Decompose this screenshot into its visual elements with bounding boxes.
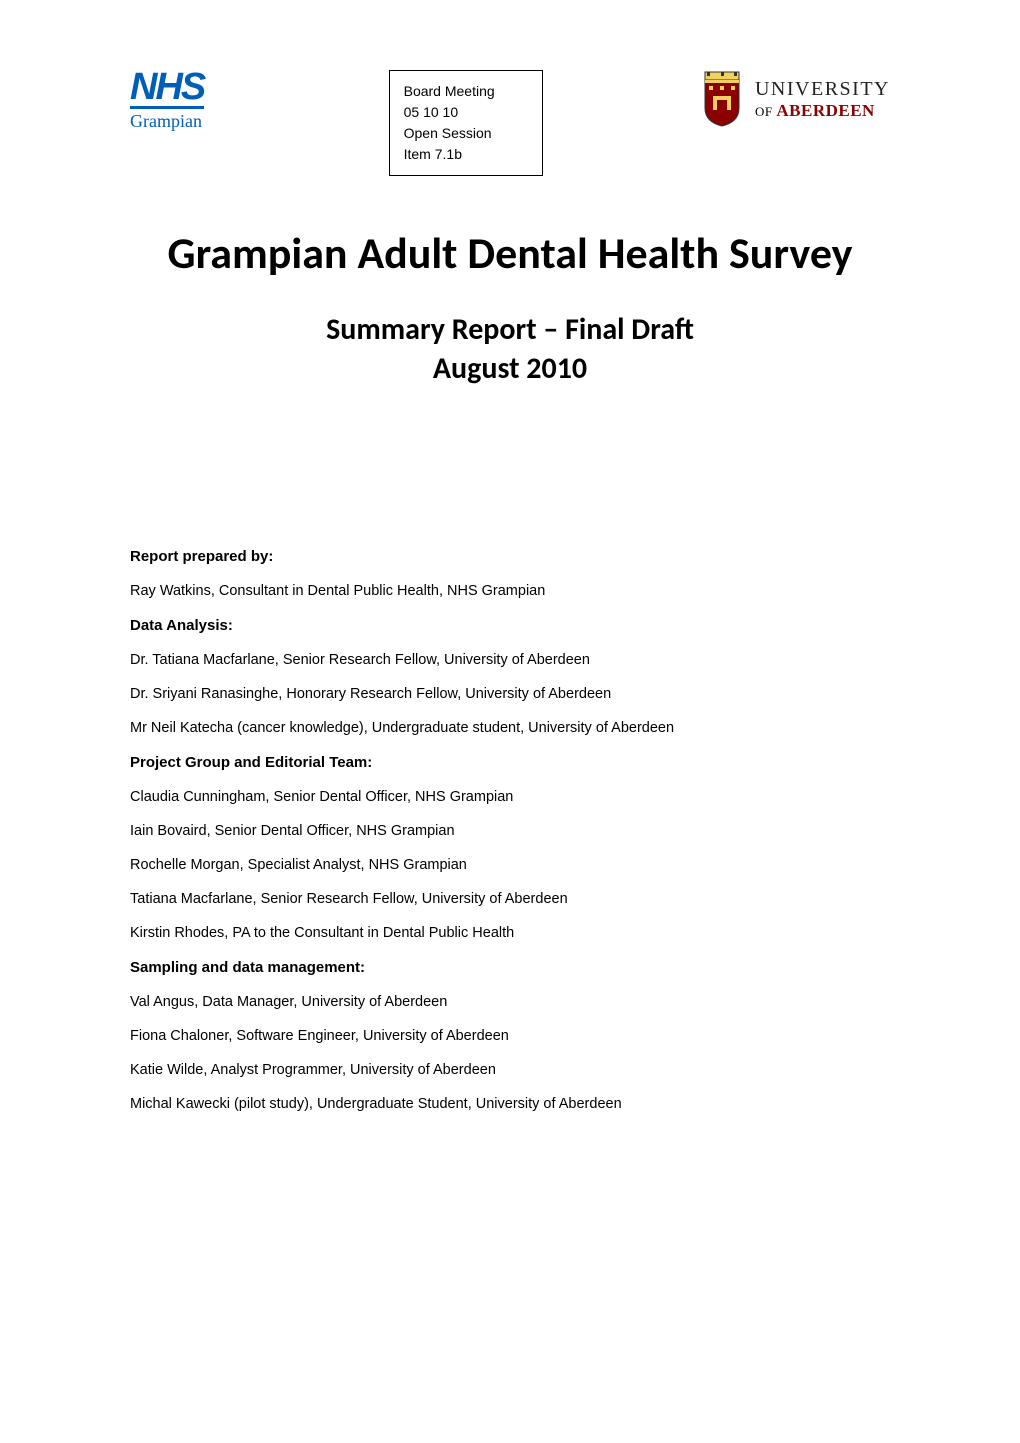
page-subtitle: Summary Report – Final Draft August 2010	[130, 310, 890, 388]
person-line: Fiona Chaloner, Software Engineer, Unive…	[130, 1028, 890, 1044]
university-shield-icon	[697, 70, 747, 128]
page-title: Grampian Adult Dental Health Survey	[130, 226, 890, 280]
person-line: Rochelle Morgan, Specialist Analyst, NHS…	[130, 857, 890, 873]
section-heading-project-group: Project Group and Editorial Team:	[130, 754, 890, 771]
person-line: Michal Kawecki (pilot study), Undergradu…	[130, 1096, 890, 1112]
nhs-grampian-logo: NHS Grampian	[130, 70, 204, 132]
subtitle-line: August 2010	[130, 349, 890, 388]
person-line: Iain Bovaird, Senior Dental Officer, NHS…	[130, 823, 890, 839]
person-line: Val Angus, Data Manager, University of A…	[130, 994, 890, 1010]
university-logo-text: UNIVERSITY OF ABERDEEN	[755, 78, 890, 121]
section-heading-data-analysis: Data Analysis:	[130, 617, 890, 634]
person-line: Katie Wilde, Analyst Programmer, Univers…	[130, 1062, 890, 1078]
university-name-line2: OF ABERDEEN	[755, 101, 890, 121]
meeting-line: 05 10 10	[404, 102, 528, 123]
header-row: NHS Grampian Board Meeting 05 10 10 Open…	[130, 70, 890, 176]
person-line: Dr. Tatiana Macfarlane, Senior Research …	[130, 652, 890, 668]
person-line: Claudia Cunningham, Senior Dental Office…	[130, 789, 890, 805]
meeting-line: Open Session	[404, 123, 528, 144]
meeting-info-box: Board Meeting 05 10 10 Open Session Item…	[389, 70, 543, 176]
person-line: Tatiana Macfarlane, Senior Research Fell…	[130, 891, 890, 907]
section-heading-prepared-by: Report prepared by:	[130, 548, 890, 565]
nhs-logo-mark: NHS	[130, 70, 204, 109]
person-line: Kirstin Rhodes, PA to the Consultant in …	[130, 925, 890, 941]
section-heading-sampling: Sampling and data management:	[130, 959, 890, 976]
university-aberdeen-logo: UNIVERSITY OF ABERDEEN	[697, 70, 890, 128]
person-line: Ray Watkins, Consultant in Dental Public…	[130, 583, 890, 599]
nhs-logo-subtext: Grampian	[130, 111, 202, 132]
university-name-line1: UNIVERSITY	[755, 78, 890, 101]
meeting-line: Item 7.1b	[404, 144, 528, 165]
person-line: Dr. Sriyani Ranasinghe, Honorary Researc…	[130, 686, 890, 702]
person-line: Mr Neil Katecha (cancer knowledge), Unde…	[130, 720, 890, 736]
meeting-line: Board Meeting	[404, 81, 528, 102]
subtitle-line: Summary Report – Final Draft	[130, 310, 890, 349]
